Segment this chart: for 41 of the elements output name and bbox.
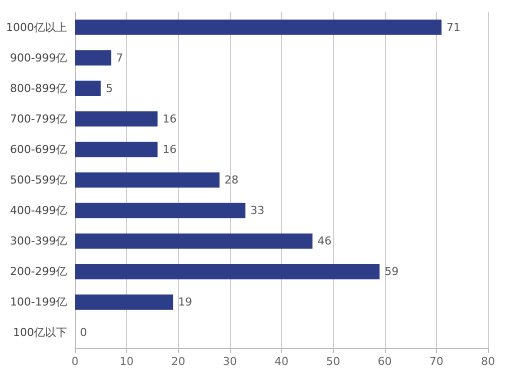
data-label: 16 <box>162 142 177 156</box>
y-tick-label: 800-899亿 <box>10 82 67 95</box>
bar <box>75 142 158 158</box>
y-tick-label: 400-499亿 <box>10 204 67 218</box>
bar <box>75 50 112 66</box>
y-tick-label: 500-599亿 <box>10 174 67 186</box>
x-tick-label: 20 <box>171 355 186 368</box>
y-tick-label: 300-399亿 <box>10 234 67 248</box>
data-label: 19 <box>178 296 192 309</box>
y-tick-label: 1000亿以上 <box>6 20 67 34</box>
x-tick-label: 30 <box>222 355 237 368</box>
bar <box>75 233 312 249</box>
data-label: 71 <box>446 20 461 34</box>
bar <box>75 202 246 218</box>
x-tick-label: 60 <box>378 355 392 368</box>
data-label: 16 <box>162 112 177 126</box>
x-tick-label: 50 <box>326 355 340 368</box>
x-tick-label: 80 <box>481 355 495 368</box>
x-tick-label: 70 <box>429 355 444 368</box>
bar <box>75 80 101 96</box>
data-label: 33 <box>250 204 264 218</box>
y-tick-label: 900-999亿 <box>10 51 67 64</box>
y-tick-label: 200-299亿 <box>10 265 67 278</box>
data-label: 59 <box>384 265 399 278</box>
bar <box>75 264 380 280</box>
x-tick-label: 40 <box>274 355 288 368</box>
bar <box>75 172 220 188</box>
y-tick-label: 700-799亿 <box>10 112 67 126</box>
y-tick-label: 100亿以下 <box>13 326 67 340</box>
x-tick-label: 10 <box>120 355 134 368</box>
data-label: 28 <box>224 174 239 186</box>
data-label: 46 <box>317 234 332 248</box>
y-tick-label: 600-699亿 <box>10 142 67 156</box>
bar <box>75 294 174 310</box>
bar <box>75 20 442 35</box>
y-tick-label: 100-199亿 <box>10 296 67 309</box>
data-label: 0 <box>80 326 87 340</box>
x-tick-label: 0 <box>72 355 78 368</box>
data-label: 5 <box>106 82 113 95</box>
bar <box>75 111 158 127</box>
data-label: 7 <box>116 51 124 64</box>
